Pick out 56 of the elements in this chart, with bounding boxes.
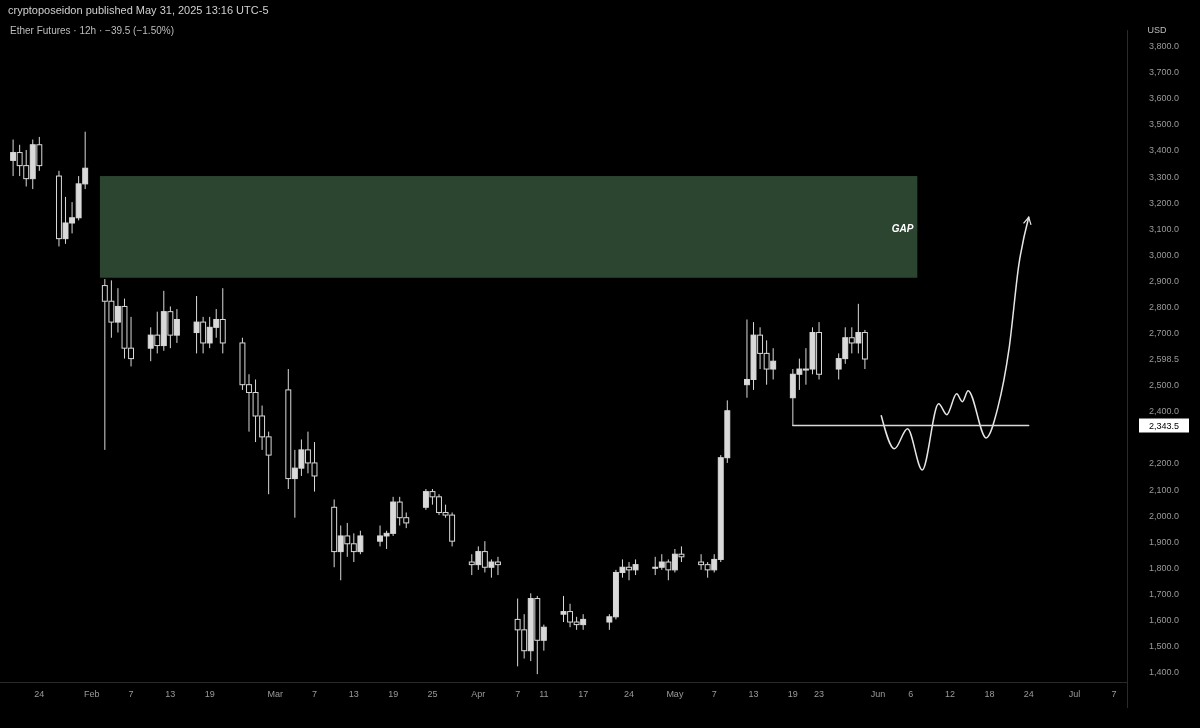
y-tick-label: 3,100.0 [1148, 223, 1180, 234]
x-tick-label: 19 [787, 689, 798, 699]
y-tick-label: 2,800.0 [1148, 301, 1180, 312]
y-axis-title: USD [1147, 25, 1167, 35]
x-tick-label: 13 [748, 689, 759, 699]
y-tick-label: 1,400.0 [1148, 667, 1180, 678]
y-tick-label: 2,400.0 [1148, 406, 1180, 417]
x-tick-label: 19 [388, 689, 399, 699]
x-tick-label: 24 [624, 689, 635, 699]
x-tick-label: Feb [83, 689, 100, 699]
x-tick-label: 7 [128, 689, 134, 699]
x-tick-label: Jun [870, 689, 886, 699]
y-tick-label: 1,900.0 [1148, 536, 1180, 547]
y-tick-label: 2,900.0 [1148, 275, 1180, 286]
y-tick-label: 2,598.5 [1148, 354, 1180, 365]
y-tick-label: 2,200.0 [1148, 458, 1180, 469]
x-tick-label: 7 [515, 689, 521, 699]
y-tick-label: 2,000.0 [1148, 510, 1180, 521]
y-tick-label: 2,343.5 [1148, 421, 1180, 431]
y-tick-label: 3,200.0 [1148, 197, 1180, 208]
x-tick-label: 12 [945, 689, 956, 699]
x-tick-label: Apr [471, 689, 486, 699]
x-tick-label: 25 [427, 689, 438, 699]
x-tick-label: May [666, 689, 684, 699]
x-tick-label: 7 [312, 689, 318, 699]
x-tick-label: 24 [34, 689, 45, 699]
y-tick-label: 2,100.0 [1148, 484, 1180, 495]
y-tick-label: 2,500.0 [1148, 380, 1180, 391]
y-tick-label: 3,700.0 [1148, 67, 1180, 78]
y-tick-label: 2,700.0 [1148, 328, 1180, 339]
y-tick-label: 1,800.0 [1148, 562, 1180, 573]
y-tick-label: 3,400.0 [1148, 145, 1180, 156]
x-tick-label: 17 [578, 689, 589, 699]
x-tick-label: 7 [1111, 689, 1117, 699]
x-tick-label: 23 [814, 689, 825, 699]
y-tick-label: 3,000.0 [1148, 249, 1180, 260]
annotation: GAP [891, 223, 914, 235]
x-tick-label: 11 [539, 689, 549, 699]
y-tick-label: 1,700.0 [1148, 588, 1180, 599]
y-tick-label: 3,300.0 [1148, 171, 1180, 182]
x-tick-label: Mar [267, 689, 283, 699]
y-tick-label: 3,600.0 [1148, 93, 1180, 104]
y-tick-label: 3,800.0 [1148, 41, 1180, 52]
x-tick-label: 18 [984, 689, 995, 699]
chart-title: Ether Futures · 12h · −39.5 (−1.50%) [10, 25, 174, 36]
x-tick-label: 19 [204, 689, 215, 699]
x-tick-label: 7 [711, 689, 717, 699]
x-tick-label: Jul [1068, 689, 1081, 699]
y-tick-label: 1,500.0 [1148, 640, 1180, 651]
x-tick-label: 13 [348, 689, 359, 699]
y-tick-label: 3,500.0 [1148, 119, 1180, 130]
x-tick-label: 24 [1023, 689, 1034, 699]
y-tick-label: 1,600.0 [1148, 614, 1180, 625]
x-tick-label: 13 [165, 689, 176, 699]
x-tick-label: 6 [908, 689, 914, 699]
chart-subtitle: cryptoposeidon published May 31, 2025 13:16 UTC-5 [8, 4, 269, 16]
